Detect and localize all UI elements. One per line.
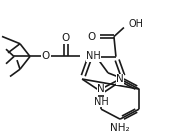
Text: N: N <box>97 84 105 94</box>
Text: NH: NH <box>86 51 101 62</box>
Text: NH₂: NH₂ <box>110 123 130 132</box>
Text: OH: OH <box>129 19 144 29</box>
Text: O: O <box>42 51 50 62</box>
Text: NH: NH <box>94 97 108 107</box>
Text: O: O <box>88 32 96 42</box>
Text: N: N <box>116 74 124 84</box>
Text: O: O <box>62 33 70 43</box>
